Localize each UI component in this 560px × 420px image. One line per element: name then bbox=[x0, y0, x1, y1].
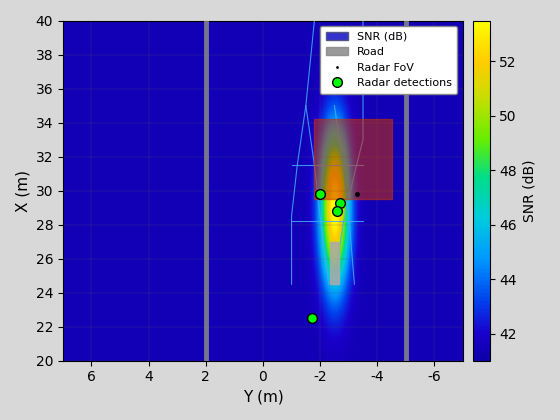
Y-axis label: X (m): X (m) bbox=[15, 170, 30, 212]
Y-axis label: SNR (dB): SNR (dB) bbox=[522, 159, 536, 222]
Bar bbox=[330, 241, 339, 284]
Legend: SNR (dB), Road, Radar FoV, Radar detections: SNR (dB), Road, Radar FoV, Radar detecti… bbox=[320, 26, 458, 94]
X-axis label: Y (m): Y (m) bbox=[242, 390, 283, 405]
Bar bbox=[314, 119, 391, 199]
